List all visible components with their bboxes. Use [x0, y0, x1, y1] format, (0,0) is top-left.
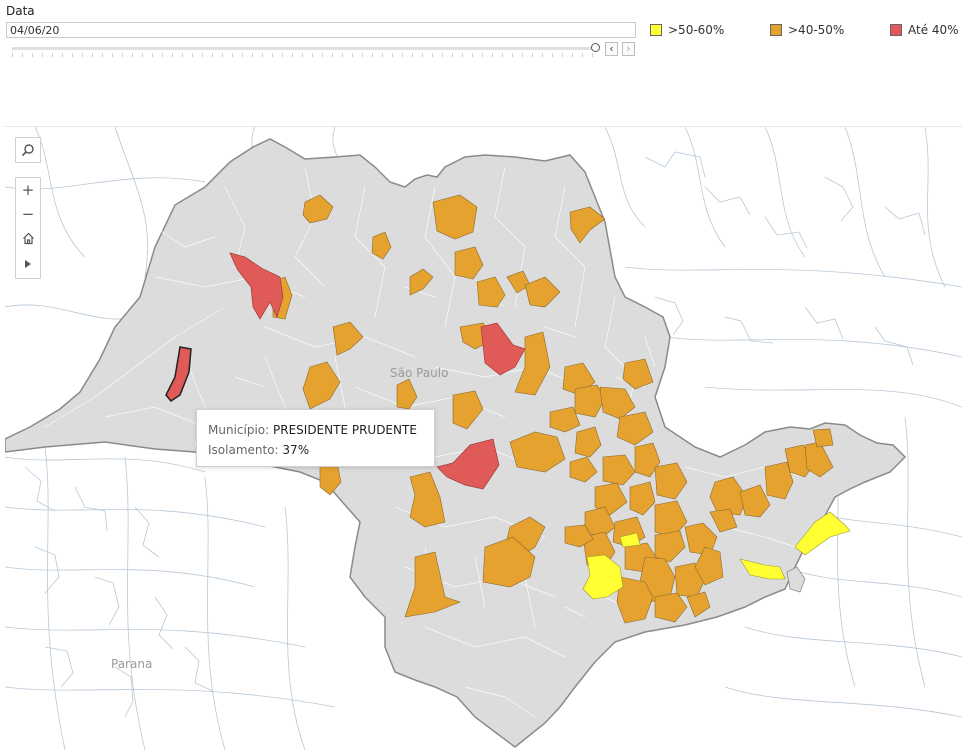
yellow-municipalities[interactable]: [582, 511, 851, 600]
municipality-tooltip: Município: PRESIDENTE PRUDENTE Isolament…: [196, 409, 435, 467]
map-zoom-controls: + −: [15, 177, 41, 279]
date-filter-label: Data: [6, 4, 35, 18]
next-date-button[interactable]: ›: [622, 42, 635, 56]
date-filter-input[interactable]: 04/06/20: [6, 22, 636, 38]
legend-item-40-50[interactable]: >40-50%: [770, 23, 844, 37]
play-icon: [25, 260, 31, 268]
zoom-in-button[interactable]: +: [16, 178, 40, 204]
chevron-right-icon: ›: [626, 42, 631, 55]
presidente-prudente-highlight: [165, 346, 192, 402]
map-svg[interactable]: São Paulo Parana: [5, 127, 962, 750]
tooltip-municipio-value: PRESIDENTE PRUDENTE: [273, 423, 417, 437]
tooltip-municipio-label: Município:: [208, 423, 270, 437]
legend-item-50-60[interactable]: >50-60%: [650, 23, 724, 37]
expand-tools-button[interactable]: [16, 252, 40, 278]
tooltip-isolamento-label: Isolamento:: [208, 443, 279, 457]
chevron-left-icon: ‹: [609, 42, 614, 55]
neighbor-map-label: Parana: [111, 657, 152, 671]
zoom-out-button[interactable]: −: [16, 202, 40, 228]
red-municipalities[interactable]: [165, 252, 526, 490]
previous-date-button[interactable]: ‹: [605, 42, 618, 56]
legend-label: >40-50%: [788, 23, 845, 37]
legend-swatch-orange: [770, 24, 782, 36]
tooltip-municipio-row: Município: PRESIDENTE PRUDENTE: [208, 420, 423, 440]
home-icon: [22, 232, 34, 245]
tooltip-isolamento-value: 37%: [282, 443, 310, 457]
legend-swatch-red: [890, 24, 902, 36]
legend-item-ate-40[interactable]: Até 40%: [890, 23, 959, 37]
map-search-button[interactable]: [15, 137, 41, 163]
magnifier-icon: [21, 144, 34, 157]
reset-view-button[interactable]: [16, 226, 40, 252]
legend-label: Até 40%: [908, 23, 959, 37]
legend-label: >50-60%: [668, 23, 725, 37]
date-slider-track[interactable]: [12, 47, 598, 50]
orange-municipalities[interactable]: [272, 194, 834, 624]
legend-swatch-yellow: [650, 24, 662, 36]
sao-sebastiao-island: [786, 566, 806, 593]
state-map-label: São Paulo: [390, 366, 448, 380]
map-view[interactable]: São Paulo Parana: [5, 126, 962, 750]
date-slider-ticks: [12, 53, 602, 57]
date-slider-thumb[interactable]: [591, 43, 600, 52]
neighbor-boundaries: [5, 127, 962, 750]
tooltip-isolamento-row: Isolamento: 37%: [208, 440, 423, 460]
